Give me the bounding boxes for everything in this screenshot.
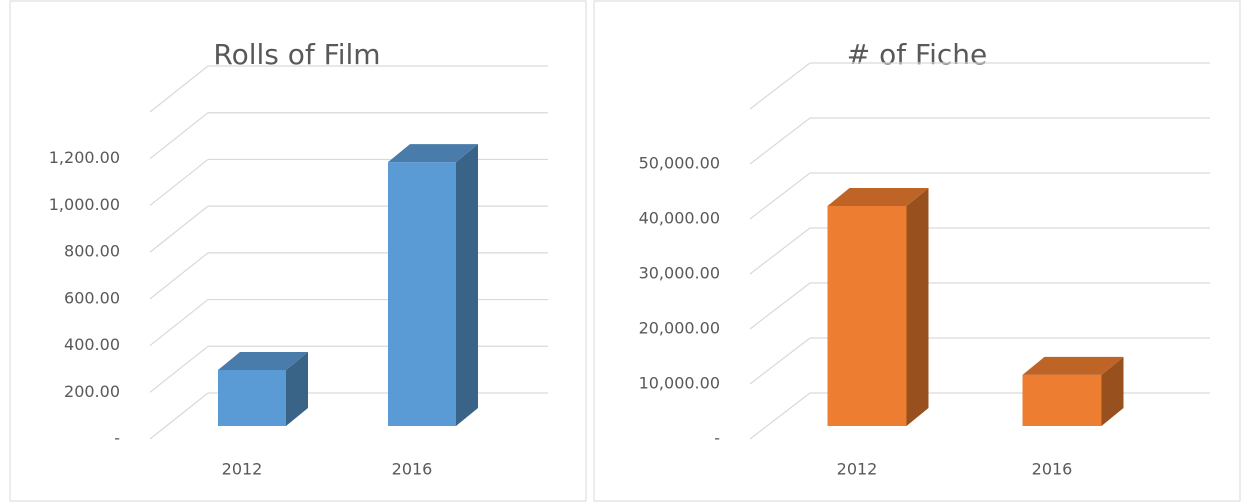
grid-line [749,227,811,275]
chart-title: # of Fiche [847,38,987,71]
bar-side [906,188,929,426]
chart-frame [593,0,1241,502]
bar-top [827,188,929,206]
bar-top [1022,356,1124,375]
bar-side [1101,356,1124,426]
grid-line [749,117,811,165]
grid-line [149,205,209,253]
x-tick-label: 2016 [392,460,433,479]
y-tick-label: 1,200.00 [49,148,120,167]
bar-front [1022,374,1102,426]
y-tick-label: 10,000.00 [639,374,720,393]
y-tick-label: 50,000.00 [639,154,720,173]
bar-front [827,206,907,426]
y-tick-label: - [114,429,120,448]
chart-frame [9,0,587,502]
y-tick-label: - [714,429,720,448]
bar-top [218,351,308,370]
bar-side [286,351,308,426]
y-tick-label: 30,000.00 [639,264,720,283]
grid-line [149,252,209,300]
y-tick-label: 400.00 [64,335,120,354]
bar [388,144,478,427]
grid-line [149,65,209,113]
y-tick-label: 600.00 [64,288,120,307]
grid-line [149,345,209,393]
bar [1022,356,1124,426]
grid-line [149,112,209,160]
grid-line [749,337,811,385]
x-tick-label: 2012 [837,460,878,479]
grid-line [749,282,811,330]
grid-line [749,62,811,110]
y-tick-label: 1,000.00 [49,195,120,214]
grid-line [149,299,209,347]
bar [218,351,308,426]
grid-line [749,392,811,440]
bar-side [456,144,478,427]
bar-front [388,162,456,427]
bar-top [388,144,478,163]
x-tick-label: 2016 [1032,460,1073,479]
y-tick-label: 20,000.00 [639,319,720,338]
grid-line [149,158,209,206]
y-tick-label: 40,000.00 [639,209,720,228]
y-tick-label: 800.00 [64,242,120,261]
x-tick-label: 2012 [222,460,263,479]
grid-line [149,392,209,440]
bar-front [218,369,286,426]
bar [827,188,929,426]
grid-line [749,172,811,220]
y-tick-label: 200.00 [64,382,120,401]
